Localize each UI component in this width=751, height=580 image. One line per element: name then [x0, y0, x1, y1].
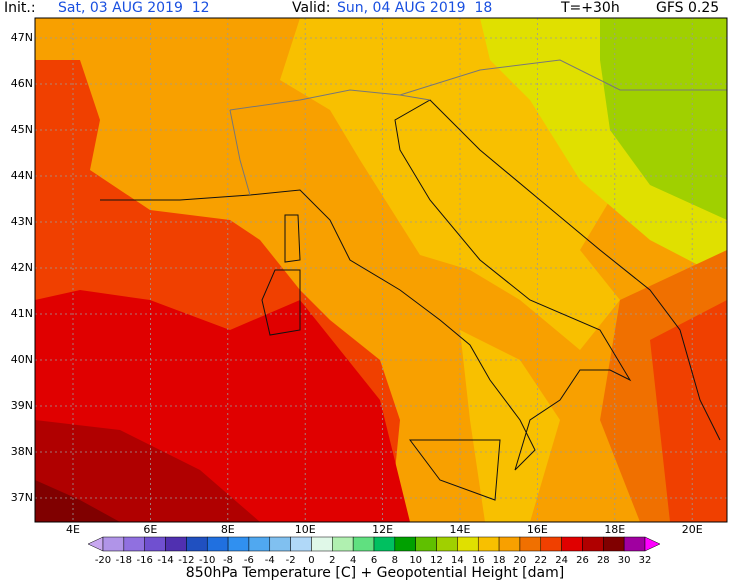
lat-label: 46N [11, 77, 33, 90]
colorbar-bin [269, 536, 291, 552]
colorbar-bin [123, 536, 145, 552]
colorbar-bin [102, 536, 125, 552]
lat-label: 40N [11, 353, 33, 366]
colorbar-arrow [644, 536, 661, 552]
colorbar-bin [603, 536, 625, 552]
colorbar-bin [623, 536, 646, 552]
lon-label: 4E [66, 523, 80, 536]
colorbar-bin [415, 536, 437, 552]
colorbar-bin [519, 536, 542, 552]
colorbar-bin [352, 536, 375, 552]
lat-label: 41N [11, 307, 33, 320]
colorbar-label: 30 [618, 555, 631, 566]
colorbar: -20 -18 -16 -14 -12 -10 -8 -6 -4 -2 0 2 4 6 8 10 12 14 16 1… [87, 536, 661, 566]
colorbar-bin [248, 536, 271, 552]
colorbar-bin [311, 536, 333, 552]
colorbar-label: -16 [137, 555, 153, 566]
colorbar-label: 2 [329, 555, 335, 566]
colorbar-label: 26 [576, 555, 589, 566]
valid-label: Valid: [292, 0, 330, 16]
colorbar-arrow [87, 536, 104, 552]
colorbar-label: 0 [308, 555, 314, 566]
map-field [35, 18, 727, 522]
colorbar-bin [457, 536, 479, 552]
colorbar-label: -4 [265, 555, 275, 566]
lon-label: 6E [143, 523, 157, 536]
coastlines [100, 99, 721, 501]
colorbar-bin [227, 536, 250, 552]
colorbar-label: -6 [244, 555, 254, 566]
lat-label: 43N [11, 215, 33, 228]
colorbar-bin [394, 536, 416, 552]
lon-label: 20E [682, 523, 703, 536]
grid [35, 18, 727, 522]
colorbar-label: 14 [451, 555, 464, 566]
lat-label: 42N [11, 261, 33, 274]
colorbar-label: 12 [430, 555, 443, 566]
init-time: Sat, 03 AUG 2019 12 [58, 0, 210, 16]
colorbar-label: 10 [409, 555, 422, 566]
colorbar-bin [582, 536, 604, 552]
colorbar-title: 850hPa Temperature [C] + Geopotential He… [186, 565, 564, 580]
valid-time: Sun, 04 AUG 2019 18 [337, 0, 492, 16]
lon-label: 14E [450, 523, 471, 536]
colorbar-label: 16 [472, 555, 485, 566]
colorbar-bin [498, 536, 521, 552]
colorbar-label: -14 [157, 555, 173, 566]
colorbar-label: -12 [178, 555, 194, 566]
colorbar-bin [186, 536, 208, 552]
colorbar-bin [373, 536, 396, 552]
lon-label: 12E [372, 523, 393, 536]
init-label: Init.: [4, 0, 36, 16]
colorbar-label: 6 [371, 555, 377, 566]
lat-label: 45N [11, 123, 33, 136]
borders [229, 59, 727, 196]
colorbar-bin [561, 536, 583, 552]
colorbar-bin [540, 536, 562, 552]
colorbar-label: 22 [534, 555, 547, 566]
colorbar-bin [436, 536, 458, 552]
colorbar-label: -2 [286, 555, 296, 566]
colorbar-label: 8 [392, 555, 398, 566]
colorbar-bin [290, 536, 312, 552]
lat-label: 47N [11, 31, 33, 44]
map-frame [34, 17, 728, 523]
colorbar-bin [144, 536, 166, 552]
colorbar-label: 4 [350, 555, 356, 566]
colorbar-label: -20 [95, 555, 111, 566]
colorbar-label: 20 [514, 555, 527, 566]
lat-label: 38N [11, 445, 33, 458]
colorbar-bin [206, 536, 229, 552]
colorbar-label: -10 [199, 555, 215, 566]
colorbar-bin [165, 536, 187, 552]
lon-label: 8E [221, 523, 235, 536]
lat-label: 37N [11, 491, 33, 504]
colorbar-label: -8 [223, 555, 233, 566]
colorbar-label: 24 [555, 555, 568, 566]
lon-label: 10E [295, 523, 316, 536]
colorbar-label: 32 [639, 555, 652, 566]
lat-label: 44N [11, 169, 33, 182]
lat-labels: 47N 46N 45N 44N 43N 42N 41N 40N 39N 38N 37N [11, 31, 33, 504]
colorbar-bin [332, 536, 354, 552]
lat-label: 39N [11, 399, 33, 412]
lead-time: T=+30h [560, 0, 620, 16]
colorbar-label: -18 [116, 555, 132, 566]
lon-label: 18E [604, 523, 625, 536]
lon-label: 16E [527, 523, 548, 536]
colorbar-bin [477, 536, 500, 552]
lon-labels: 4E 6E 8E 10E 12E 14E 16E 18E 20E [66, 523, 703, 536]
model-name: GFS 0.25 [656, 0, 719, 16]
colorbar-label: 18 [493, 555, 506, 566]
colorbar-label: 28 [597, 555, 610, 566]
